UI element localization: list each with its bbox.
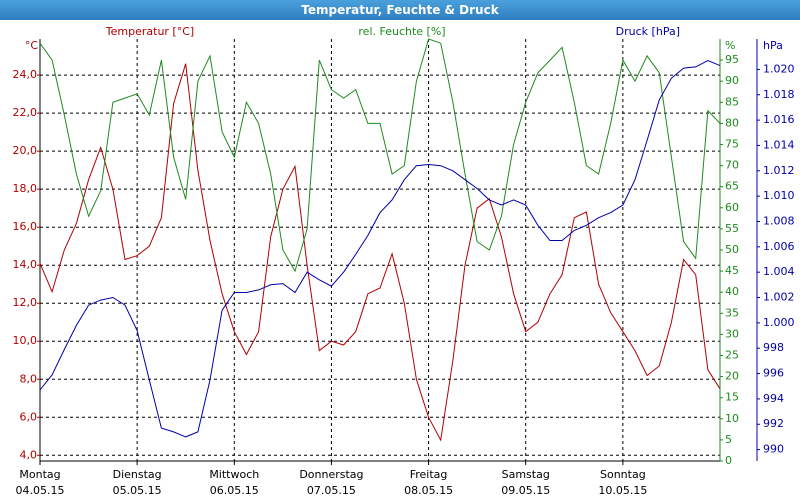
axis-label: % — [725, 39, 735, 52]
y-tick-label: 80 — [725, 116, 739, 129]
y-tick-label: 1.018 — [763, 88, 795, 101]
y-tick-label: 35 — [725, 306, 739, 319]
data-line — [39, 38, 721, 273]
x-tick-label: Sonntag — [600, 468, 646, 481]
y-tick-label: 1.008 — [763, 214, 795, 227]
y-tick-label: 90 — [725, 74, 739, 87]
legend-label: Temperatur [°C] — [105, 25, 194, 38]
y-tick-label: 95 — [725, 53, 739, 66]
y-tick-label: 5 — [725, 433, 732, 446]
y-tick-label: 1.020 — [763, 62, 795, 75]
y-tick-label: 6,0 — [20, 410, 38, 423]
y-tick-label: 20 — [725, 370, 739, 383]
y-tick-label: 15 — [725, 391, 739, 404]
y-tick-label: 25 — [725, 349, 739, 362]
y-tick-label: 1.000 — [763, 316, 795, 329]
x-tick-label: Mittwoch — [209, 468, 259, 481]
y-tick-label: 10 — [725, 412, 739, 425]
data-line — [39, 63, 721, 442]
y-tick-label: 12,0 — [13, 296, 38, 309]
y-tick-label: 1.002 — [763, 291, 795, 304]
y-tick-label: 20,0 — [13, 144, 38, 157]
y-tick-label: 992 — [763, 417, 784, 430]
x-tick-label: Donnerstag — [299, 468, 363, 481]
y-tick-label: 998 — [763, 341, 784, 354]
y-tick-label: 30 — [725, 327, 739, 340]
y-tick-label: 0 — [725, 454, 732, 467]
y-tick-label: 75 — [725, 138, 739, 151]
y-tick-label: 16,0 — [13, 220, 38, 233]
y-tick-label: 14,0 — [13, 258, 38, 271]
y-tick-label: 1.010 — [763, 189, 795, 202]
x-tick-label: 05.05.15 — [113, 484, 162, 497]
y-tick-label: 22,0 — [13, 106, 38, 119]
axis-label: hPa — [763, 39, 783, 52]
data-line — [39, 59, 721, 438]
y-tick-label: 996 — [763, 367, 784, 380]
y-tick-label: 50 — [725, 243, 739, 256]
y-tick-label: 1.004 — [763, 265, 795, 278]
chart-title: Temperatur, Feuchte & Druck — [0, 0, 800, 20]
x-tick-label: 06.05.15 — [210, 484, 259, 497]
y-tick-label: 70 — [725, 159, 739, 172]
x-tick-label: 09.05.15 — [501, 484, 550, 497]
x-tick-label: Samstag — [502, 468, 550, 481]
y-tick-label: 1.016 — [763, 113, 795, 126]
y-tick-label: 24,0 — [13, 68, 38, 81]
x-tick-label: 04.05.15 — [16, 484, 65, 497]
x-tick-label: Montag — [19, 468, 60, 481]
y-tick-label: 85 — [725, 95, 739, 108]
y-tick-label: 55 — [725, 222, 739, 235]
axis-label: °C — [25, 39, 39, 52]
x-tick-label: 08.05.15 — [404, 484, 453, 497]
legend-label: rel. Feuchte [%] — [358, 25, 445, 38]
x-tick-label: Dienstag — [113, 468, 162, 481]
y-tick-label: 1.012 — [763, 164, 795, 177]
y-tick-label: 60 — [725, 201, 739, 214]
y-tick-label: 8,0 — [20, 372, 38, 385]
y-tick-label: 4,0 — [20, 448, 38, 461]
y-tick-label: 65 — [725, 180, 739, 193]
x-tick-label: 07.05.15 — [307, 484, 356, 497]
y-tick-label: 990 — [763, 443, 784, 456]
y-tick-label: 994 — [763, 392, 784, 405]
x-tick-label: 10.05.15 — [598, 484, 647, 497]
y-tick-label: 1.014 — [763, 138, 795, 151]
x-tick-label: Freitag — [410, 468, 448, 481]
y-tick-label: 18,0 — [13, 182, 38, 195]
y-tick-label: 40 — [725, 285, 739, 298]
legend-label: Druck [hPa] — [616, 25, 680, 38]
y-tick-label: 1.006 — [763, 240, 795, 253]
y-tick-label: 45 — [725, 264, 739, 277]
chart: 4,0 6,0 8,0 10,0 12,0 14,0 16,0 18,0 20,0 22,0 24,… — [13, 25, 795, 497]
y-tick-label: 10,0 — [13, 334, 38, 347]
